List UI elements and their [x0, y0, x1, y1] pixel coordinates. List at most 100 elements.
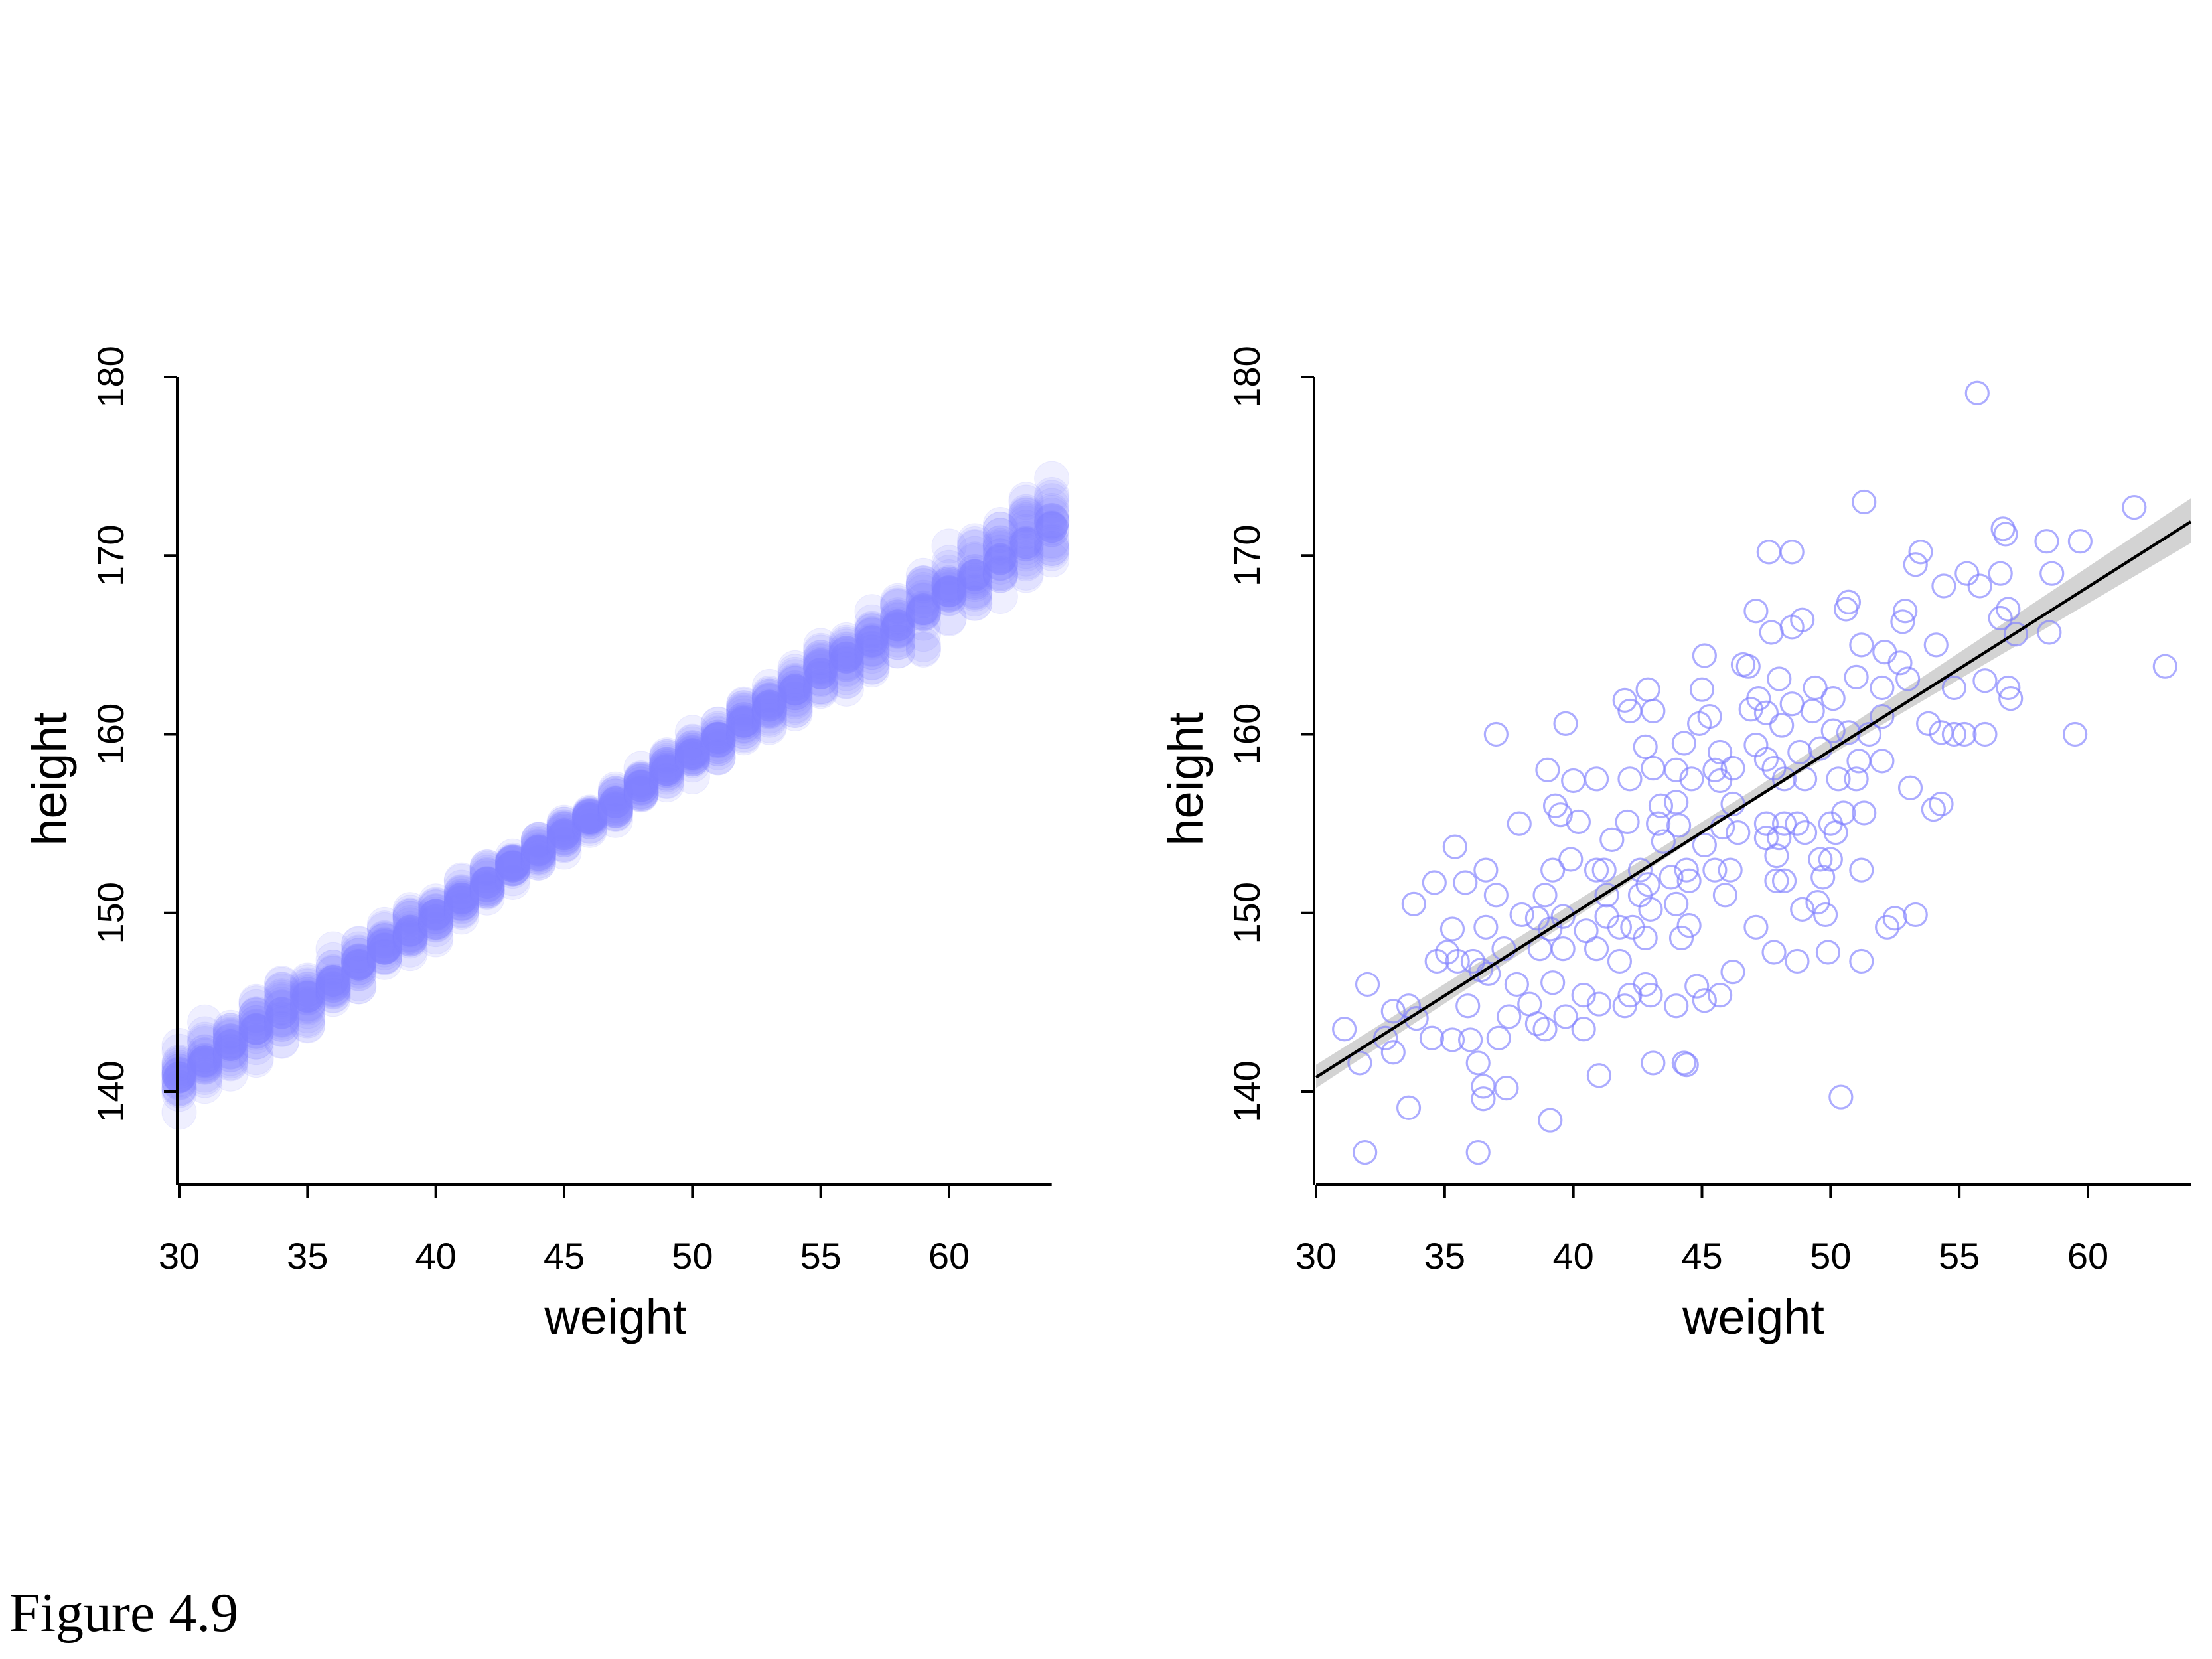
posterior-mean-column — [649, 737, 685, 803]
data-point — [1633, 734, 1658, 759]
data-point — [1967, 573, 1992, 599]
posterior-mean-point — [1008, 482, 1044, 518]
data-point — [1708, 739, 1733, 765]
posterior-mean-column — [597, 771, 633, 838]
data-point — [1887, 650, 1913, 676]
posterior-mean-core — [368, 932, 401, 965]
data-point — [1720, 960, 1745, 985]
posterior-mean-column — [1008, 482, 1044, 593]
posterior-mean-column — [828, 622, 864, 707]
data-point — [1612, 687, 1637, 713]
data-point — [1870, 675, 1895, 701]
data-point — [1491, 936, 1516, 962]
figure-caption: Figure 4.9 — [9, 1582, 238, 1644]
posterior-mean-core — [1010, 527, 1042, 559]
posterior-mean-core — [342, 948, 375, 981]
posterior-mean-core — [702, 721, 734, 754]
x-tick-label: 40 — [415, 1235, 457, 1277]
x-tick-label: 60 — [928, 1235, 970, 1277]
data-point — [1815, 940, 1841, 965]
data-point — [1895, 666, 1921, 691]
data-point — [1676, 912, 1702, 938]
data-point — [2039, 561, 2065, 586]
posterior-mean-core — [188, 1045, 221, 1078]
posterior-mean-core — [240, 1013, 272, 1045]
data-point — [1993, 522, 2018, 547]
data-point — [1380, 999, 1406, 1024]
data-point — [1692, 643, 1717, 668]
data-point — [1561, 768, 1586, 794]
x-tick-label: 35 — [1424, 1235, 1465, 1277]
data-point — [1844, 664, 1869, 689]
axes: 140 150 160 170 180 30 35 40 45 50 55 60 weight heigh… — [1158, 346, 2191, 1344]
posterior-mean-core — [676, 738, 709, 770]
data-point — [2034, 529, 2059, 554]
data-point — [1759, 620, 1784, 645]
data-point — [1903, 902, 1928, 928]
data-point — [1753, 811, 1779, 836]
y-tick-label: 160 — [1226, 703, 1268, 765]
data-point — [1833, 597, 1859, 622]
data-point — [2152, 654, 2177, 679]
x-tick-label: 45 — [1681, 1235, 1722, 1277]
posterior-mean-column — [161, 1027, 197, 1130]
x-tick-label: 35 — [287, 1235, 328, 1277]
data-point — [1671, 1050, 1696, 1076]
data-point — [1820, 718, 1846, 743]
posterior-mean-point — [187, 1004, 223, 1040]
data-point — [1540, 857, 1566, 883]
y-tick-label: 170 — [1226, 525, 1268, 587]
posterior-mean-core — [958, 559, 991, 591]
posterior-mean-column — [289, 962, 325, 1044]
data-point — [1527, 936, 1552, 962]
data-point — [1535, 757, 1560, 782]
posterior-mean-core — [317, 965, 349, 997]
data-point — [1607, 914, 1633, 940]
data-point — [1674, 1052, 1699, 1078]
data-point — [1455, 993, 1481, 1019]
data-point — [1916, 711, 1941, 736]
x-tick-label: 50 — [1810, 1235, 1851, 1277]
data-point — [1996, 597, 2021, 622]
data-point — [1805, 889, 1830, 915]
posterior-mean-column — [674, 715, 710, 794]
posterior-mean-point — [905, 631, 941, 667]
posterior-mean-core — [933, 575, 965, 608]
posterior-mean-core — [599, 786, 632, 818]
posterior-mean-column — [469, 849, 505, 916]
data-point — [1380, 1040, 1406, 1065]
data-point — [1753, 747, 1779, 772]
data-point — [1875, 914, 1900, 940]
posterior-mean-column — [212, 1009, 248, 1092]
data-point — [1903, 552, 1928, 577]
data-point — [1486, 1025, 1511, 1050]
data-point — [1929, 720, 1954, 745]
data-point — [1664, 891, 1689, 916]
data-point — [1756, 540, 1781, 565]
data-point — [1743, 599, 1769, 624]
data-point — [1897, 775, 1923, 800]
data-point — [1810, 865, 1836, 890]
posterior-mean-core — [830, 641, 863, 674]
data-point — [1648, 793, 1674, 818]
posterior-mean-column — [880, 583, 916, 669]
data-point — [1586, 1063, 1612, 1088]
data-point — [1708, 983, 1733, 1008]
data-point — [1743, 914, 1769, 940]
data-point — [1779, 691, 1805, 717]
data-point — [1558, 847, 1584, 872]
posterior-mean-core — [394, 914, 426, 947]
data-point — [1890, 609, 1915, 634]
data-point — [1702, 857, 1728, 883]
data-point — [1844, 766, 1869, 792]
data-point — [1718, 857, 1743, 883]
data-point — [1599, 827, 1625, 852]
y-tick-label: 160 — [90, 703, 131, 765]
data-point — [1635, 677, 1660, 702]
posterior-mean-column — [726, 686, 762, 756]
posterior-mean-column — [854, 594, 890, 688]
posterior-mean-core — [753, 689, 786, 722]
data-point — [1964, 380, 1990, 405]
data-point — [1988, 605, 2013, 631]
